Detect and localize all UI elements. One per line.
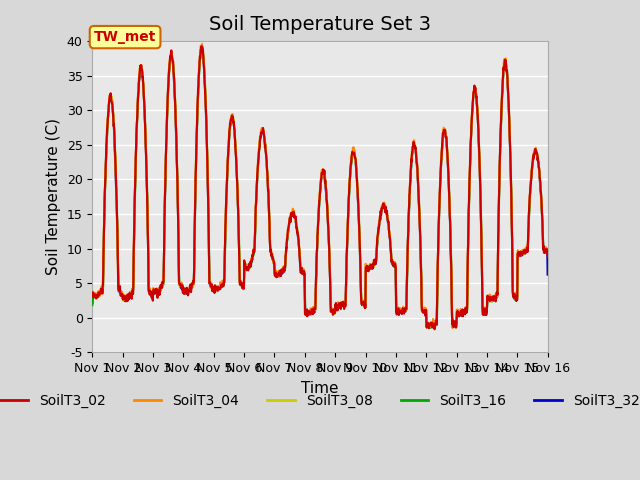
- Legend: SoilT3_02, SoilT3_04, SoilT3_08, SoilT3_16, SoilT3_32: SoilT3_02, SoilT3_04, SoilT3_08, SoilT3_…: [0, 388, 640, 414]
- Y-axis label: Soil Temperature (C): Soil Temperature (C): [46, 118, 61, 275]
- Title: Soil Temperature Set 3: Soil Temperature Set 3: [209, 15, 431, 34]
- Text: TW_met: TW_met: [94, 30, 156, 44]
- X-axis label: Time: Time: [301, 381, 339, 396]
